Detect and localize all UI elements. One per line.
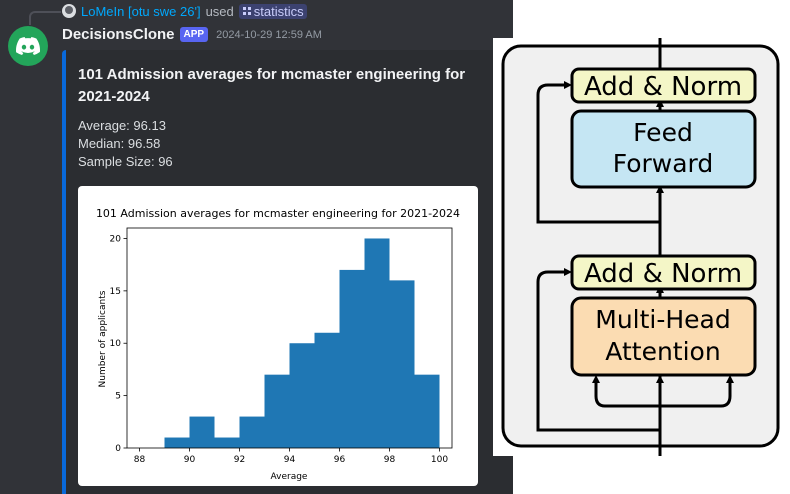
histogram-bar — [414, 374, 440, 448]
x-tick-label: 94 — [284, 455, 296, 465]
histogram-bar — [364, 238, 390, 448]
x-tick-label: 100 — [431, 455, 448, 465]
histogram-bar — [289, 343, 315, 448]
stats-embed: 101 Admission averages for mcmaster engi… — [62, 50, 513, 494]
slash-command[interactable]: statistics — [238, 3, 307, 19]
feed-forward-label-2: Forward — [613, 149, 714, 178]
x-tick-label: 96 — [334, 455, 346, 465]
chart-title: 101 Admission averages for mcmaster engi… — [96, 207, 460, 220]
embed-title: 101 Admission averages for mcmaster engi… — [78, 66, 466, 105]
y-tick-label: 20 — [110, 234, 122, 244]
histogram-bar — [239, 416, 265, 448]
histogram-bars — [164, 238, 440, 448]
app-badge: APP — [179, 27, 209, 42]
discord-panel: LoMeIn [otu swe 26'] used statistics Dec… — [0, 0, 513, 494]
transformer-diagram: Add & Norm Feed Forward Add & Norm Multi… — [493, 38, 790, 456]
histogram-bar — [314, 332, 340, 448]
discord-logo-icon — [16, 37, 40, 55]
y-tick-label: 10 — [110, 339, 122, 349]
attention-input-right — [660, 375, 734, 408]
reply-used-text: used — [205, 3, 234, 19]
x-tick-label: 92 — [234, 455, 245, 465]
add-norm-bottom-label: Add & Norm — [584, 259, 742, 289]
bot-username[interactable]: DecisionsClone — [62, 26, 175, 43]
feed-forward-block — [570, 109, 757, 189]
slash-command-label: statistics — [253, 3, 304, 19]
histogram-bar — [164, 437, 190, 448]
reply-bar: LoMeIn [otu swe 26'] used statistics — [62, 2, 307, 20]
reply-avatar[interactable] — [62, 4, 76, 18]
histogram-bar — [264, 374, 290, 448]
feed-forward-label-1: Feed — [633, 118, 693, 147]
x-axis-ticks: 88 90 92 94 96 98 100 — [134, 448, 448, 465]
bot-avatar[interactable] — [8, 26, 48, 66]
histogram-bar — [339, 269, 365, 448]
histogram-bar — [189, 416, 215, 448]
residual-connection-lower — [536, 268, 662, 456]
histogram-chart: 101 Admission averages for mcmaster engi… — [96, 207, 460, 482]
histogram-image[interactable]: 101 Admission averages for mcmaster engi… — [78, 186, 478, 486]
attention-label-2: Attention — [605, 337, 720, 366]
x-tick-label: 88 — [134, 455, 146, 465]
y-tick-label: 5 — [115, 392, 121, 402]
add-norm-top — [570, 67, 757, 104]
add-norm-bottom — [570, 254, 757, 291]
x-axis-label: Average — [271, 472, 308, 482]
embed-sample-size: Sample Size: 96 — [78, 154, 173, 169]
command-icon — [242, 7, 251, 15]
embed-average: Average: 96.13 — [78, 118, 166, 133]
message-header: DecisionsClone APP 2024-10-29 12:59 AM — [62, 26, 322, 43]
message-timestamp[interactable]: 2024-10-29 12:59 AM — [216, 28, 322, 41]
x-tick-label: 98 — [384, 455, 396, 465]
y-axis-label: Number of applicants — [98, 290, 108, 387]
attention-input-left — [592, 375, 660, 408]
y-tick-label: 0 — [115, 444, 121, 454]
embed-median: Median: 96.58 — [78, 136, 161, 151]
attention-label-1: Multi-Head — [595, 305, 731, 334]
residual-connection-upper — [536, 81, 662, 258]
reply-username[interactable]: LoMeIn [otu swe 26'] — [81, 3, 201, 19]
y-axis-ticks: 0 5 10 15 20 — [110, 234, 127, 454]
reply-connector — [29, 11, 61, 25]
y-tick-label: 15 — [110, 287, 121, 297]
transformer-diagram-svg: Add & Norm Feed Forward Add & Norm Multi… — [501, 38, 780, 456]
histogram-bar — [214, 437, 240, 448]
encoder-layer-block — [501, 44, 780, 448]
x-tick-label: 90 — [184, 455, 196, 465]
histogram-bar — [389, 280, 415, 448]
multi-head-attention-block — [570, 296, 757, 377]
add-norm-top-label: Add & Norm — [584, 72, 742, 102]
